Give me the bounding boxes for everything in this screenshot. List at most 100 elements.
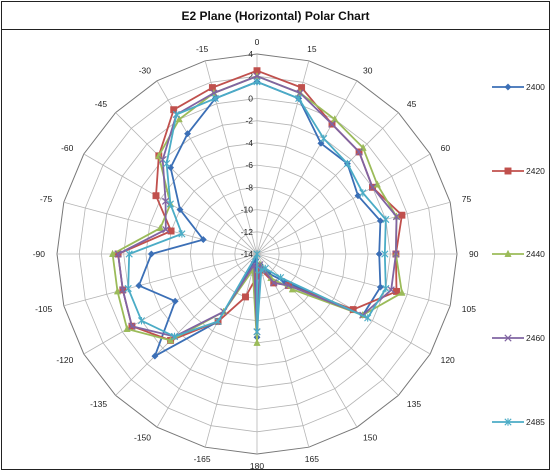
r-tick-label: -2 [245,116,253,126]
angle-tick-label: 30 [363,65,373,75]
grid-spoke [63,253,258,307]
grid-spoke [204,253,258,448]
data-point [210,89,218,97]
data-point [166,336,175,344]
chart-title: E2 Plane (Horizontal) Polar Chart [2,2,549,30]
angle-tick-label: 120 [441,355,455,365]
r-tick-label: -6 [245,160,253,170]
data-point [152,192,160,200]
data-point [381,250,389,258]
angle-tick-label: 45 [407,99,417,109]
data-point [170,106,178,114]
angle-tick-label: 135 [407,399,421,409]
data-point [504,249,512,257]
legend-label: 2440 [526,249,545,259]
r-tick-label: -8 [245,182,253,192]
r-tick-label: -12 [241,227,254,237]
angle-tick-label: -165 [194,454,211,464]
grid-spoke [256,80,358,255]
angle-tick-label: 15 [307,44,317,54]
data-point [125,250,133,258]
angle-tick-label: 0 [255,37,260,47]
legend-item: 2460 [492,333,545,343]
data-point [253,250,261,258]
legend-item: 2400 [492,82,545,92]
data-point [208,84,216,92]
grid-spoke [256,253,431,355]
angle-tick-label: -135 [90,399,107,409]
legend-item: 2440 [492,249,545,259]
data-point [317,139,325,147]
angle-tick-label: 90 [469,249,479,259]
r-tick-label: 0 [248,93,253,103]
data-point [298,84,306,92]
series-2420 [114,67,406,344]
data-point [261,264,269,273]
data-point [504,83,512,91]
data-point [398,211,406,219]
data-point [166,200,174,208]
grid-spoke [256,253,451,307]
angle-tick-label: 150 [363,433,377,443]
r-tick-label: 4 [248,49,253,59]
data-point [214,317,222,326]
data-point [128,322,136,330]
r-tick-label: 2 [248,71,253,81]
data-point [398,288,406,296]
data-point [354,192,362,200]
data-point [392,250,400,258]
data-point [277,273,285,282]
legend-item: 2420 [492,166,545,176]
angle-tick-label: 60 [441,143,451,153]
data-point [375,250,383,258]
data-point [162,225,170,234]
data-point [382,215,390,224]
data-point [368,183,377,191]
data-point [137,317,146,325]
data-point [328,120,336,128]
data-point [114,250,122,258]
data-point [504,167,512,175]
legend-item: 2485 [492,417,545,427]
angle-tick-label: -105 [35,304,52,314]
grid-spoke [115,253,258,396]
angle-tick-label: -75 [40,194,53,204]
data-point [172,110,180,119]
data-point [242,293,249,301]
grid-spoke [256,253,310,448]
data-point [284,281,293,290]
data-point [343,159,351,168]
data-point [151,352,159,360]
angle-tick-label: 105 [462,304,476,314]
data-point [170,332,179,341]
data-point [295,94,303,103]
data-point [504,334,512,342]
data-point [355,148,363,156]
data-point [135,282,143,290]
data-point [163,159,171,168]
grid-spoke [83,253,258,355]
data-point [253,78,261,86]
data-point [124,284,132,293]
angle-tick-label: -150 [134,433,151,443]
data-point [176,206,184,214]
data-point [253,338,261,346]
grid-spoke [256,153,431,255]
data-point [376,283,384,291]
data-point [211,94,219,103]
data-point [320,134,328,143]
data-point [257,266,265,274]
angle-tick-label: -30 [139,65,152,75]
legend: 2400 2420 2440 2460 2485 [492,82,545,427]
data-point [296,89,304,97]
grid-spoke [256,201,451,255]
angle-tick-label: -15 [196,44,209,54]
angle-tick-label: 75 [462,194,472,204]
angle-tick-label: -60 [61,143,74,153]
r-tick-label: -10 [241,205,254,215]
legend-label: 2460 [526,333,545,343]
data-point [108,249,117,257]
legend-label: 2420 [526,166,545,176]
legend-label: 2400 [526,82,545,92]
